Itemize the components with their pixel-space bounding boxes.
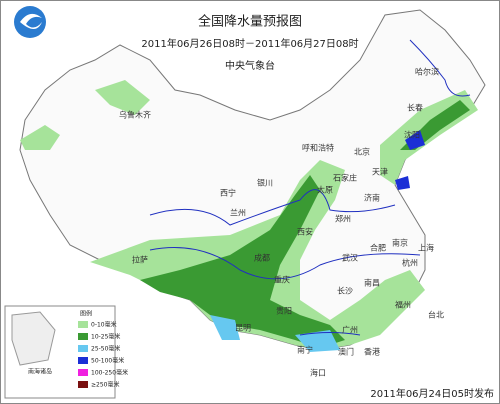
city-label: 拉萨 — [132, 255, 148, 265]
legend-box: 南海诸岛 图例 — [4, 305, 116, 399]
logo — [14, 6, 46, 38]
legend-swatch — [78, 333, 88, 340]
city-label: 南京 — [392, 238, 408, 248]
city-label: 呼和浩特 — [302, 143, 334, 153]
city-label: 成都 — [254, 253, 270, 263]
legend-label: 50-100毫米 — [91, 357, 124, 365]
footer: 2011年06月24日05时发布 — [370, 387, 494, 400]
city-label: 上海 — [418, 243, 434, 253]
rain-areas — [20, 80, 478, 352]
city-label: 北京 — [354, 147, 370, 157]
legend-swatch — [78, 345, 88, 352]
city-label: 澳门 — [338, 347, 354, 357]
inset-label: 南海诸岛 — [28, 368, 52, 376]
issuer: 中央气象台 — [225, 59, 275, 72]
city-label: 合肥 — [370, 243, 386, 253]
city-label: 重庆 — [274, 275, 290, 285]
city-label: 郑州 — [335, 214, 351, 224]
legend-label: 25-50毫米 — [91, 345, 120, 353]
city-label: 武汉 — [342, 253, 358, 263]
city-label: 哈尔滨 — [415, 67, 439, 77]
city-label: 石家庄 — [333, 173, 357, 183]
city-label: 天津 — [372, 167, 388, 177]
legend-swatch — [78, 357, 88, 364]
city-label: 济南 — [364, 193, 380, 203]
city-label: 海口 — [310, 368, 326, 378]
legend-swatch — [78, 369, 88, 376]
city-label: 长春 — [407, 103, 423, 113]
legend-swatch — [78, 381, 88, 388]
city-label: 香港 — [364, 347, 380, 357]
rivers — [149, 39, 471, 336]
title: 全国降水量预报图 — [198, 14, 302, 30]
city-label: 银川 — [257, 178, 273, 188]
city-label: 沈阳 — [404, 130, 420, 140]
city-label: 兰州 — [230, 208, 246, 218]
city-label: 福州 — [395, 301, 411, 310]
legend-label: 100-250毫米 — [91, 369, 128, 377]
legend-label: ≥250毫米 — [91, 381, 119, 389]
legend-label: 0-10毫米 — [91, 321, 117, 329]
city-label: 西安 — [297, 227, 313, 237]
city-label: 杭州 — [402, 258, 418, 268]
city-label: 乌鲁木齐 — [119, 110, 151, 120]
city-label: 贵阳 — [276, 306, 292, 316]
city-label: 南宁 — [297, 345, 313, 355]
city-label: 南昌 — [364, 278, 380, 288]
legend-label: 10-25毫米 — [91, 333, 120, 341]
legend-swatch — [78, 321, 88, 328]
city-label: 昆明 — [235, 324, 251, 333]
city-label: 太原 — [317, 185, 333, 195]
city-label: 广州 — [342, 325, 358, 335]
legend: 0-10毫米 10-25毫米 25-50毫米 50-100毫米 100-250毫米 ≥25… — [78, 321, 128, 389]
city-label: 西宁 — [220, 188, 236, 198]
city-label: 长沙 — [337, 286, 353, 296]
city-label: 台北 — [428, 310, 444, 320]
period: 2011年06月26日08时－2011年06月27日08时 — [141, 37, 358, 50]
legend-title: 图例 — [80, 310, 92, 318]
